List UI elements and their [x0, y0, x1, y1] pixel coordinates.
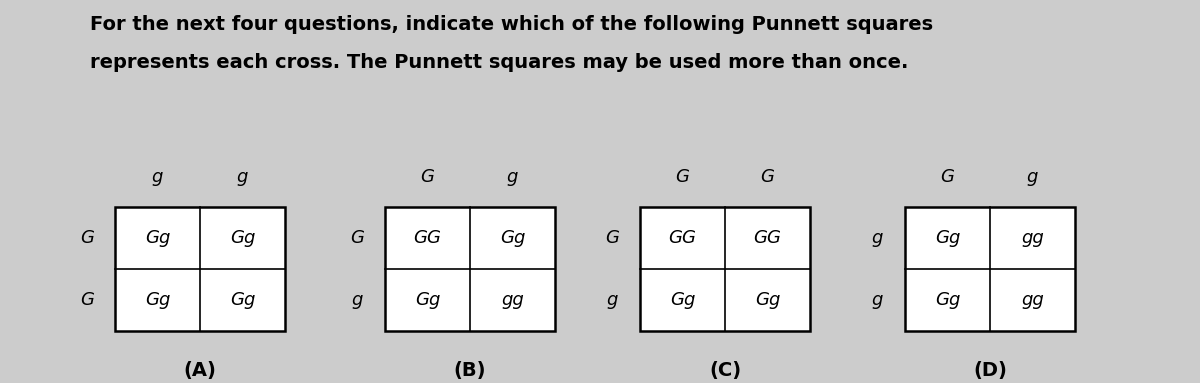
Text: (C): (C) [709, 361, 742, 380]
Text: Gg: Gg [145, 229, 170, 247]
Bar [905, 207, 1075, 331]
Text: G: G [80, 291, 94, 309]
Text: Gg: Gg [935, 291, 960, 309]
Bar [385, 207, 554, 331]
Text: Gg: Gg [755, 291, 780, 309]
Text: g: g [1027, 168, 1038, 186]
Text: G: G [350, 229, 364, 247]
Text: Gg: Gg [145, 291, 170, 309]
Text: g: g [152, 168, 163, 186]
Text: GG: GG [414, 229, 442, 247]
Text: For the next four questions, indicate which of the following Punnett squares: For the next four questions, indicate wh… [90, 15, 934, 34]
Text: Gg: Gg [230, 291, 256, 309]
Text: gg: gg [1021, 229, 1044, 247]
Text: Gg: Gg [230, 229, 256, 247]
Bar [115, 207, 284, 331]
Text: Gg: Gg [670, 291, 695, 309]
Text: G: G [761, 168, 774, 186]
Text: G: G [605, 229, 619, 247]
Text: G: G [420, 168, 434, 186]
Text: g: g [506, 168, 518, 186]
Text: G: G [80, 229, 94, 247]
Text: g: g [236, 168, 248, 186]
Text: GG: GG [754, 229, 781, 247]
Text: (A): (A) [184, 361, 216, 380]
Text: g: g [606, 291, 618, 309]
Text: gg: gg [502, 291, 524, 309]
Text: GG: GG [668, 229, 696, 247]
Text: G: G [676, 168, 690, 186]
Text: Gg: Gg [415, 291, 440, 309]
Text: g: g [871, 229, 883, 247]
Text: gg: gg [1021, 291, 1044, 309]
Bar [640, 207, 810, 331]
Text: (B): (B) [454, 361, 486, 380]
Text: G: G [941, 168, 954, 186]
Text: Gg: Gg [935, 229, 960, 247]
Text: represents each cross. The Punnett squares may be used more than once.: represents each cross. The Punnett squar… [90, 53, 908, 72]
Text: (D): (D) [973, 361, 1007, 380]
Text: g: g [352, 291, 362, 309]
Text: Gg: Gg [500, 229, 526, 247]
Text: g: g [871, 291, 883, 309]
